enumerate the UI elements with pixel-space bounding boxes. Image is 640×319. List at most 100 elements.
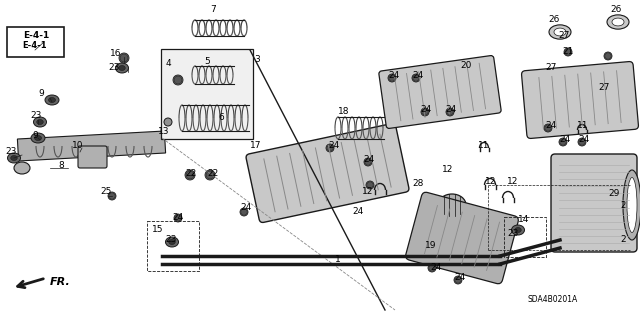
Text: 12: 12	[362, 188, 373, 197]
Text: 19: 19	[425, 241, 436, 250]
Text: 8: 8	[58, 160, 64, 169]
Ellipse shape	[36, 120, 44, 124]
Ellipse shape	[429, 265, 435, 271]
FancyBboxPatch shape	[379, 56, 501, 129]
Ellipse shape	[564, 49, 572, 55]
Ellipse shape	[554, 28, 566, 36]
Text: 23: 23	[507, 228, 518, 238]
Text: 12: 12	[485, 177, 497, 187]
Text: 28: 28	[412, 179, 424, 188]
Ellipse shape	[11, 155, 17, 160]
Ellipse shape	[428, 264, 436, 272]
Ellipse shape	[186, 171, 194, 179]
Text: 12: 12	[507, 177, 518, 187]
Ellipse shape	[612, 18, 624, 26]
Text: 14: 14	[518, 216, 529, 225]
Ellipse shape	[579, 139, 585, 145]
Text: 24: 24	[545, 122, 556, 130]
Text: E-4-1: E-4-1	[22, 41, 47, 50]
Text: 23: 23	[108, 63, 120, 72]
Ellipse shape	[120, 54, 128, 62]
Text: 11: 11	[577, 122, 589, 130]
Text: 24: 24	[240, 204, 252, 212]
Ellipse shape	[174, 76, 182, 84]
Ellipse shape	[175, 215, 181, 221]
Ellipse shape	[108, 192, 116, 200]
Text: 6: 6	[218, 114, 224, 122]
FancyBboxPatch shape	[406, 192, 518, 284]
Text: 24: 24	[454, 273, 465, 283]
Text: 24: 24	[430, 263, 441, 271]
Text: 24: 24	[172, 212, 183, 221]
Text: 24: 24	[559, 136, 570, 145]
Ellipse shape	[564, 48, 572, 56]
Ellipse shape	[446, 108, 454, 116]
Text: 24: 24	[388, 71, 399, 80]
Ellipse shape	[169, 240, 175, 244]
FancyBboxPatch shape	[522, 62, 639, 138]
Ellipse shape	[240, 208, 248, 216]
Text: 15: 15	[152, 226, 163, 234]
Text: 27: 27	[545, 63, 556, 72]
Ellipse shape	[327, 145, 333, 151]
Ellipse shape	[413, 75, 419, 81]
Text: 17: 17	[250, 142, 262, 151]
Text: 9: 9	[32, 130, 38, 139]
Text: 29: 29	[608, 189, 620, 197]
Text: 27: 27	[558, 32, 570, 41]
Text: 7: 7	[210, 5, 216, 14]
Text: 21: 21	[562, 48, 573, 56]
Ellipse shape	[421, 108, 429, 116]
Text: 26: 26	[548, 16, 559, 25]
Text: 10: 10	[72, 142, 83, 151]
Text: 13: 13	[158, 128, 170, 137]
Ellipse shape	[389, 75, 396, 81]
Ellipse shape	[205, 170, 215, 180]
Ellipse shape	[605, 53, 611, 59]
Ellipse shape	[604, 52, 612, 60]
Text: 2: 2	[620, 235, 626, 244]
Text: 4: 4	[166, 60, 172, 69]
Ellipse shape	[454, 276, 462, 284]
Ellipse shape	[578, 138, 586, 146]
Ellipse shape	[511, 225, 525, 235]
Ellipse shape	[166, 237, 179, 247]
Text: 22: 22	[185, 168, 196, 177]
Text: 12: 12	[442, 166, 453, 174]
Text: 23: 23	[5, 147, 17, 157]
FancyBboxPatch shape	[246, 123, 409, 222]
FancyBboxPatch shape	[7, 27, 64, 57]
FancyBboxPatch shape	[551, 154, 637, 252]
Ellipse shape	[366, 181, 374, 189]
Ellipse shape	[185, 170, 195, 180]
FancyBboxPatch shape	[161, 49, 253, 139]
Ellipse shape	[515, 227, 521, 233]
Text: 16: 16	[110, 49, 122, 58]
Ellipse shape	[45, 95, 59, 105]
Ellipse shape	[8, 153, 20, 163]
Ellipse shape	[627, 177, 637, 233]
Ellipse shape	[364, 158, 372, 166]
Ellipse shape	[559, 138, 567, 146]
Text: SDA4B0201A: SDA4B0201A	[528, 295, 579, 305]
Text: 26: 26	[610, 5, 621, 14]
Ellipse shape	[365, 159, 371, 165]
Ellipse shape	[49, 98, 56, 102]
Ellipse shape	[367, 182, 373, 188]
Ellipse shape	[447, 109, 453, 115]
Ellipse shape	[173, 75, 183, 85]
Ellipse shape	[455, 277, 461, 283]
Bar	[17, 131, 166, 161]
Text: 5: 5	[204, 57, 210, 66]
Ellipse shape	[174, 214, 182, 222]
Text: 24: 24	[363, 155, 374, 165]
Ellipse shape	[544, 124, 552, 132]
Text: 25: 25	[100, 188, 111, 197]
Text: 3: 3	[254, 56, 260, 64]
Text: 24: 24	[445, 106, 456, 115]
Ellipse shape	[206, 171, 214, 179]
Ellipse shape	[438, 194, 466, 216]
Ellipse shape	[119, 53, 129, 63]
Text: 9: 9	[38, 90, 44, 99]
Text: 24: 24	[420, 106, 431, 115]
